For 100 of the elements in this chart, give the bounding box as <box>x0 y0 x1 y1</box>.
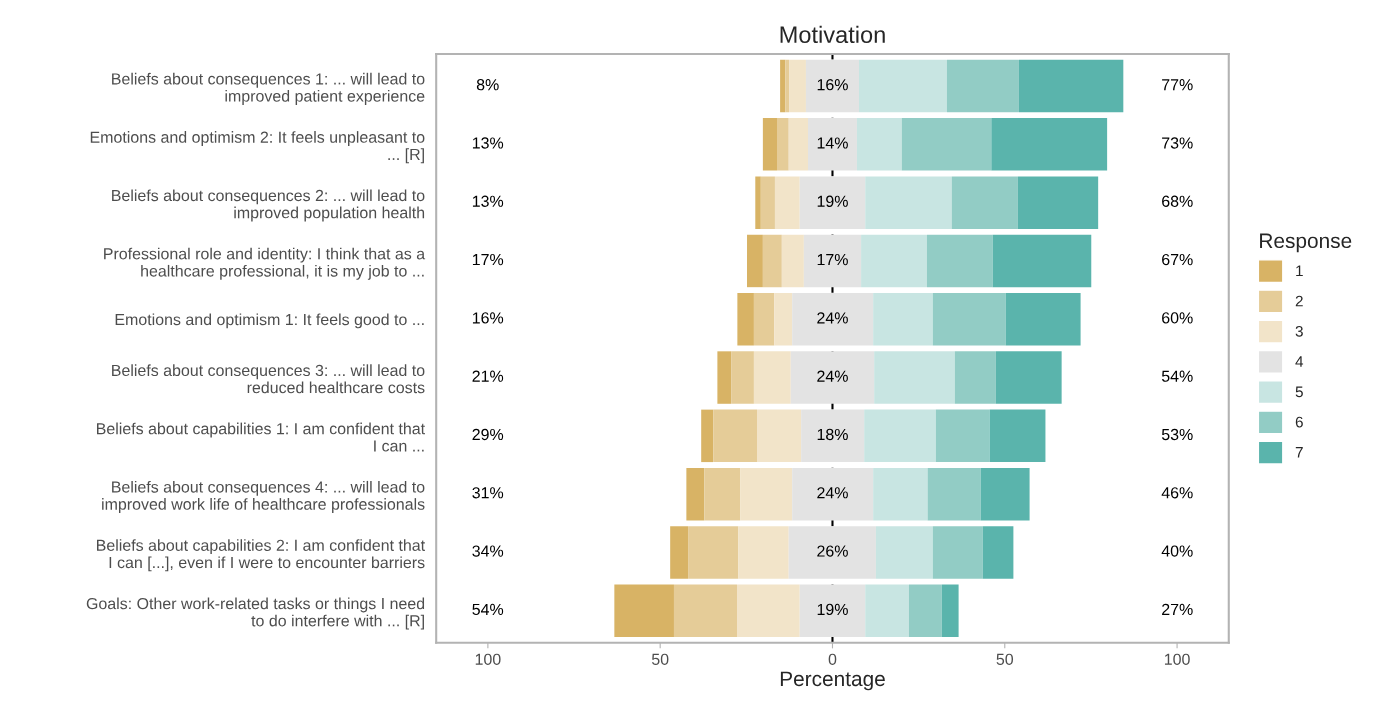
bar <box>954 351 996 404</box>
bar <box>875 526 933 579</box>
bar <box>713 409 758 463</box>
bar <box>614 584 674 637</box>
bar <box>861 234 927 288</box>
annotation: 24% <box>817 312 848 324</box>
bar <box>801 409 865 463</box>
bar <box>731 351 754 404</box>
bar <box>908 584 942 637</box>
bar <box>737 584 800 637</box>
annotation: 54% <box>1161 370 1193 382</box>
x-tick-label: 50 <box>651 653 669 665</box>
bar <box>777 118 789 171</box>
bar <box>982 526 1014 579</box>
bar <box>873 293 933 346</box>
bar <box>805 59 860 113</box>
bar <box>788 118 809 171</box>
annotation: 60% <box>1162 312 1193 324</box>
bar <box>762 118 777 171</box>
chart-title: Motivation <box>780 25 885 44</box>
bar <box>941 584 959 637</box>
bar <box>792 293 874 346</box>
annotation: 53% <box>1161 428 1193 441</box>
annotation: 16% <box>472 312 504 324</box>
bar <box>935 409 990 463</box>
bar <box>856 118 902 171</box>
annotation: 34% <box>472 545 504 557</box>
legend-label: 3 <box>1295 325 1303 337</box>
y-tick-label: Emotions and optimism 2: It feels unpleasant to ... [R] <box>90 131 425 164</box>
bar <box>926 234 993 288</box>
y-tick-label: Beliefs about consequences 4: ... will lead to improved work life of healthcare professionals <box>102 480 425 514</box>
bar <box>901 118 992 171</box>
bar <box>704 467 741 521</box>
bar <box>740 467 793 521</box>
bar <box>760 176 775 229</box>
bar <box>874 351 955 404</box>
bar <box>873 467 928 521</box>
annotation: 40% <box>1161 545 1193 557</box>
y-tick-label: Beliefs about consequences 1: ... will lead to improved patient experience <box>112 72 425 105</box>
annotation: 26% <box>817 545 848 557</box>
bar <box>688 526 739 579</box>
legend-label: 2 <box>1295 295 1303 307</box>
annotation: 19% <box>817 603 848 616</box>
annotation: 17% <box>472 253 504 266</box>
bar <box>789 59 806 113</box>
annotation: 21% <box>472 370 504 382</box>
bar <box>774 293 793 346</box>
bar <box>803 234 862 288</box>
bar <box>932 293 1006 346</box>
x-tick-label: 100 <box>1164 653 1190 665</box>
annotation: 73% <box>1162 137 1193 149</box>
bar <box>799 176 866 229</box>
annotation: 77% <box>1162 79 1193 91</box>
bar <box>774 176 800 229</box>
bar <box>788 526 876 579</box>
bar <box>865 176 952 229</box>
x-axis-title: Percentage <box>780 671 885 691</box>
annotation: 17% <box>817 253 848 266</box>
annotation: 16% <box>817 79 848 91</box>
bar <box>1018 59 1124 113</box>
bar <box>1005 293 1081 346</box>
y-tick-label: Beliefs about consequences 2: ... will lead to improved population health <box>112 189 425 222</box>
annotation: 54% <box>472 603 504 616</box>
bar <box>995 351 1062 404</box>
y-tick-label: Beliefs about capabilities 1: I am confident that I can ... <box>97 422 425 452</box>
legend-label: 6 <box>1295 416 1303 428</box>
bar <box>790 351 875 404</box>
legend-label: 4 <box>1295 356 1304 367</box>
annotation: 46% <box>1161 487 1193 499</box>
bar <box>747 234 763 288</box>
y-tick-label: Emotions and optimism 1: It feels good to ... <box>115 313 424 329</box>
bar <box>932 526 983 579</box>
bar <box>686 467 705 521</box>
y-tick-label: Beliefs about capabilities 2: I am confident that I can [...], even if I were to encounter barriers <box>97 539 425 572</box>
annotation: 68% <box>1162 195 1193 207</box>
bar <box>991 118 1108 171</box>
bar <box>737 293 754 346</box>
annotation: 13% <box>472 137 504 149</box>
bar <box>738 526 789 579</box>
annotation: 13% <box>472 195 504 207</box>
bar <box>670 526 689 579</box>
bar <box>781 234 804 288</box>
annotation: 8% <box>476 79 499 91</box>
bar <box>989 409 1046 463</box>
y-tick-label: Beliefs about consequences 3: ... will lead to reduced healthcare costs <box>112 364 425 394</box>
annotation: 24% <box>817 487 848 499</box>
annotation: 67% <box>1162 253 1193 266</box>
bar <box>785 59 790 113</box>
annotation: 27% <box>1162 603 1193 615</box>
x-tick-label: 50 <box>996 653 1014 665</box>
bar <box>762 234 782 288</box>
bar <box>946 59 1019 113</box>
bar <box>673 584 738 637</box>
legend-title: Response <box>1260 233 1352 253</box>
y-tick-label: Professional role and identity: I think that as a healthcare professional, it is my job to ... <box>104 247 426 280</box>
legend-label: 7 <box>1295 447 1303 458</box>
legend-label: 5 <box>1295 386 1303 398</box>
legend-label: 1 <box>1296 265 1303 277</box>
bar <box>792 467 874 521</box>
bar <box>992 234 1092 288</box>
